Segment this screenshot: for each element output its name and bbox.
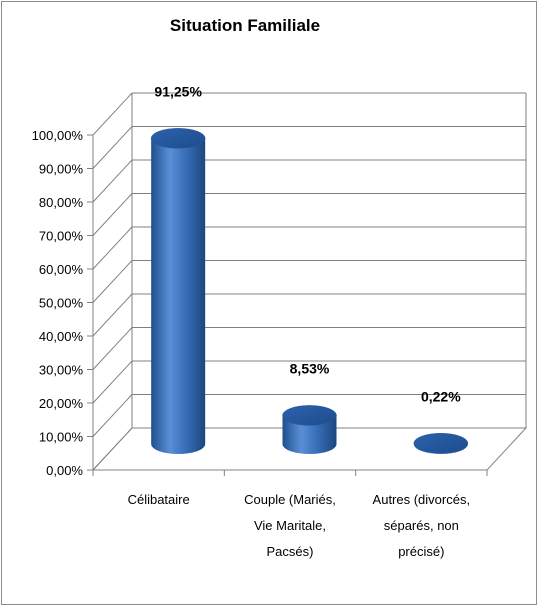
y-tick-label: 40,00% <box>39 329 84 344</box>
y-tick-label: 90,00% <box>39 162 84 177</box>
chart-title: Situation Familiale <box>170 16 320 35</box>
gridline-side <box>92 193 133 236</box>
gridline-side <box>92 394 133 437</box>
bar-top <box>413 433 469 454</box>
bar-body <box>282 415 337 454</box>
bars <box>150 128 469 454</box>
y-tick-label: 80,00% <box>39 195 84 210</box>
axes <box>87 93 527 476</box>
y-tick-label: 0,00% <box>46 463 83 478</box>
gridline-side <box>92 92 133 136</box>
gridline-side <box>92 159 133 203</box>
category-label: Autres (divorcés, séparés, non précisé) <box>373 492 471 559</box>
gridline-side <box>92 226 133 270</box>
y-tick-label: 70,00% <box>39 229 84 244</box>
bar <box>413 433 469 454</box>
gridline-side <box>92 260 133 303</box>
gridline-side <box>92 293 133 337</box>
y-tick-label: 10,00% <box>39 430 84 445</box>
bar-top <box>282 405 337 426</box>
y-tick-labels: 0,00% 10,00% 20,00% 30,00% 40,00% 50,00% 60,00… <box>32 128 84 478</box>
category-labels: Célibataire Couple (Mariés, Vie Maritale, P… <box>128 492 471 559</box>
data-labels: 91,25% 8,53% 0,22% <box>154 83 461 404</box>
gridline-side <box>92 360 133 404</box>
category-label: Célibataire <box>128 492 190 507</box>
y-tick-label: 20,00% <box>39 396 84 411</box>
data-label: 8,53% <box>290 360 330 376</box>
gridline-side <box>92 126 133 169</box>
data-label: 91,25% <box>154 83 202 99</box>
bar-top <box>150 128 206 149</box>
data-label: 0,22% <box>421 388 461 404</box>
bar <box>150 128 206 454</box>
bar <box>282 405 337 454</box>
category-label: Couple (Mariés, Vie Maritale, Pacsés) <box>244 492 336 559</box>
y-tick-label: 100,00% <box>32 128 84 143</box>
gridline-side <box>92 327 133 370</box>
y-tick-label: 50,00% <box>39 296 84 311</box>
y-tick-label: 60,00% <box>39 262 84 277</box>
gridline-side <box>92 427 133 471</box>
bar-body <box>151 138 206 454</box>
y-tick-label: 30,00% <box>39 363 84 378</box>
